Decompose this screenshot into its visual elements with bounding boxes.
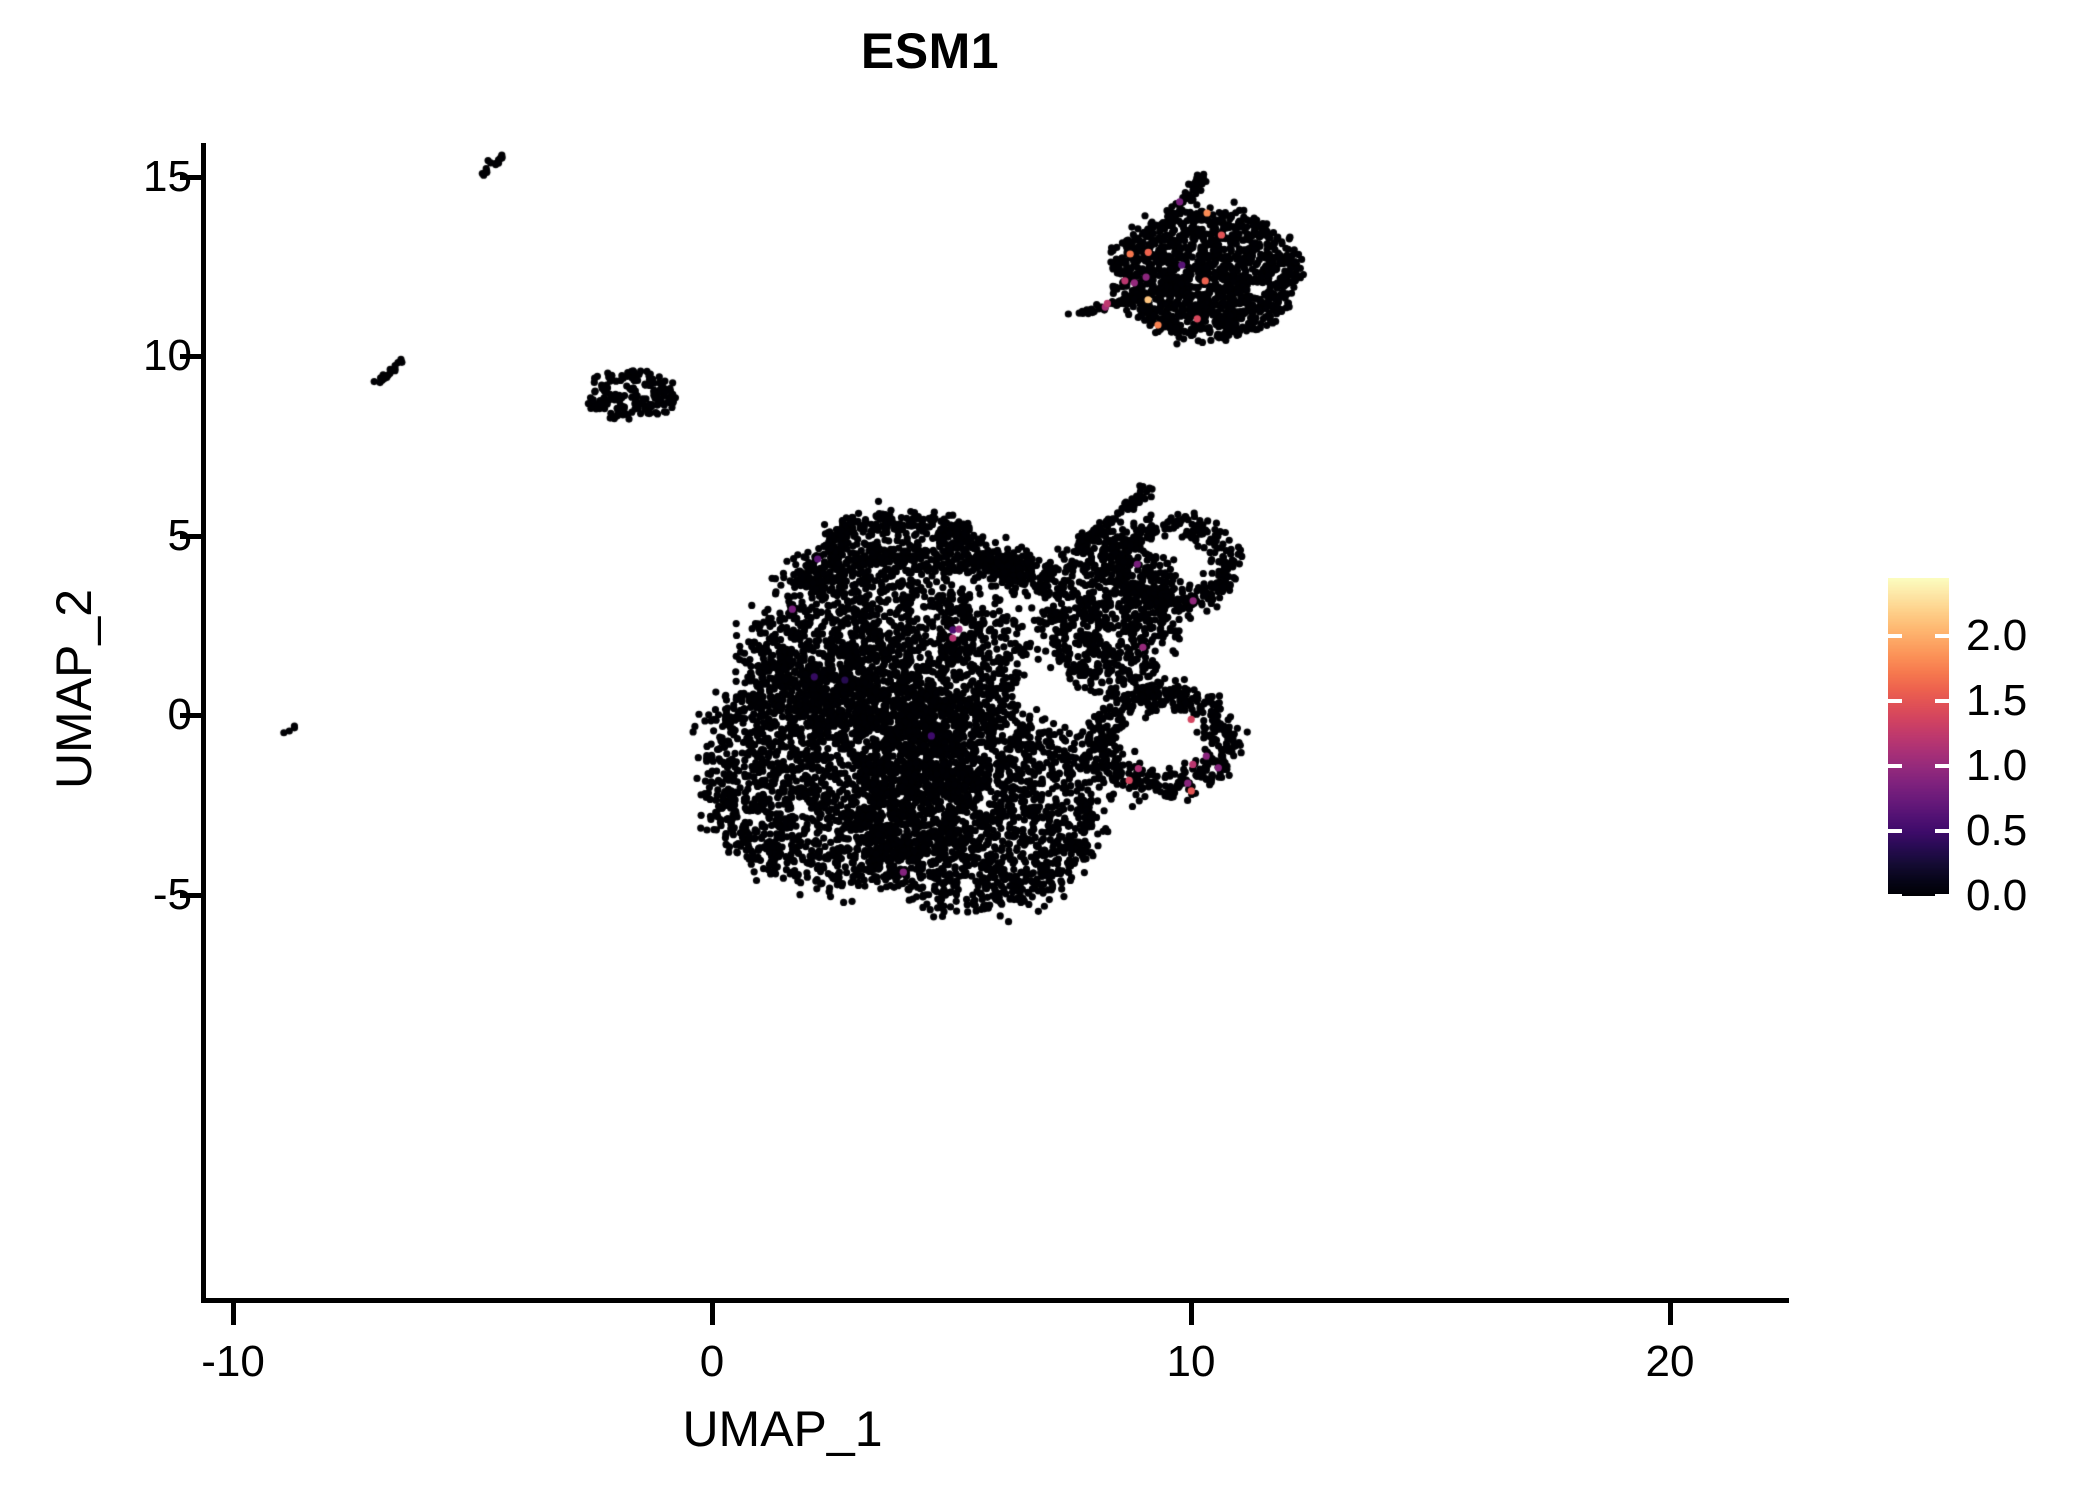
colorbar-tick-mark: [1888, 829, 1902, 834]
colorbar-tick-mark: [1935, 699, 1949, 704]
colorbar-label: 1.0: [1966, 741, 2028, 791]
y-axis-line: [201, 143, 206, 1303]
x-tick-label: 0: [699, 1337, 725, 1386]
x-tick-label: 10: [1166, 1337, 1216, 1386]
colorbar-tick-mark: [1935, 829, 1949, 834]
page-title: ESM1: [860, 23, 1000, 79]
x-axis-title: UMAP_1: [682, 1401, 883, 1457]
colorbar-tick-mark: [1888, 764, 1902, 769]
y-tick-label: 10: [143, 331, 192, 380]
plot-panel: [205, 143, 1360, 1300]
colorbar-gradient: [1888, 578, 1949, 896]
x-tick-label: -10: [201, 1337, 265, 1386]
x-tick-mark: [1189, 1303, 1194, 1325]
colorbar-label: 0.0: [1966, 871, 2028, 920]
colorbar-tick-mark: [1935, 764, 1949, 769]
y-axis-title: UMAP_2: [46, 588, 102, 790]
x-tick-mark: [231, 1303, 236, 1325]
x-tick-label: 20: [1645, 1337, 1695, 1386]
y-tick-label: 0: [167, 690, 192, 739]
colorbar-tick-mark: [1935, 894, 1949, 898]
y-tick-mark: [180, 174, 203, 180]
colorbar-label: 2.0: [1966, 611, 2028, 661]
y-tick-mark: [180, 713, 203, 718]
colorbar-label: 0.5: [1966, 806, 2028, 856]
y-tick-mark: [180, 533, 203, 539]
scatter-points-layer: [205, 143, 1360, 1300]
y-tick-label: 5: [167, 510, 192, 560]
colorbar-label: 1.5: [1966, 676, 2028, 726]
colorbar-tick-mark: [1888, 634, 1902, 639]
colorbar-tick-mark: [1935, 634, 1949, 639]
y-tick-label: -5: [152, 869, 192, 919]
x-axis-line: [201, 1298, 1789, 1303]
x-tick-mark: [710, 1303, 715, 1325]
colorbar-tick-mark: [1888, 699, 1902, 704]
y-tick-mark: [180, 354, 203, 359]
y-tick-mark: [180, 892, 203, 898]
colorbar-tick-mark: [1888, 894, 1902, 898]
y-tick-label: 15: [143, 151, 192, 201]
x-tick-mark: [1668, 1303, 1673, 1325]
